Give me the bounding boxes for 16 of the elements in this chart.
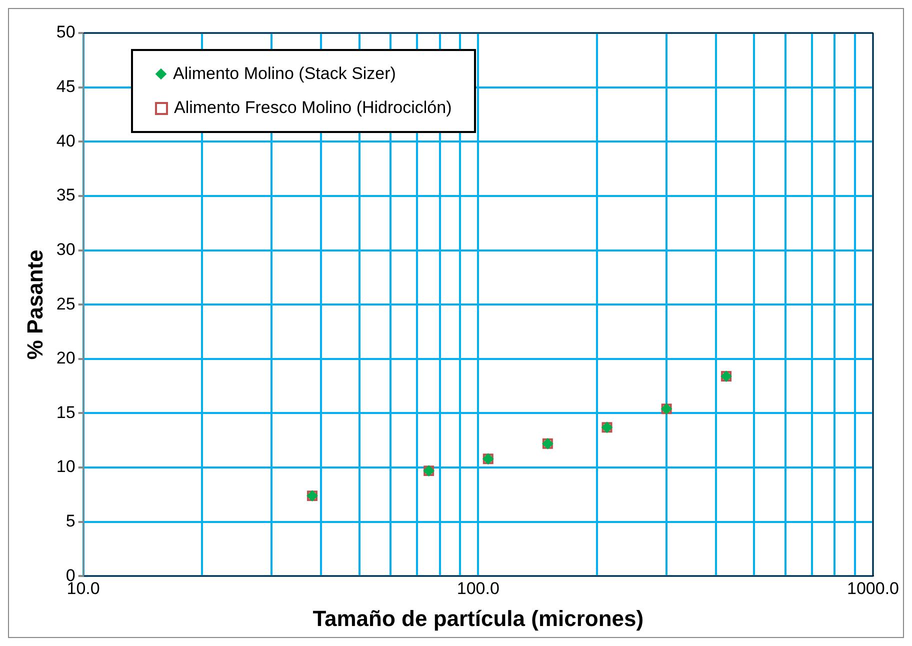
x-tick-label: 1000.0 <box>847 579 899 598</box>
y-axis-title: % Pasante <box>22 250 48 360</box>
y-tick-label: 25 <box>56 294 76 314</box>
y-tick-label: 20 <box>56 348 76 368</box>
x-axis-title: Tamaño de partícula (micrones) <box>312 606 644 631</box>
y-tick-label: 10 <box>56 457 76 476</box>
legend-label: Alimento Fresco Molino (Hidrociclón) <box>174 98 452 118</box>
x-tick-label: 100.0 <box>456 579 500 598</box>
y-tick-label: 45 <box>56 77 76 96</box>
y-tick-label: 50 <box>56 22 76 42</box>
y-tick-label: 5 <box>66 512 76 531</box>
y-tick-label: 15 <box>56 402 76 422</box>
y-tick-label: 35 <box>56 186 76 205</box>
y-tick-label: 40 <box>56 131 76 150</box>
legend-label: Alimento Molino (Stack Sizer) <box>173 64 396 84</box>
y-tick-label: 30 <box>56 240 76 259</box>
